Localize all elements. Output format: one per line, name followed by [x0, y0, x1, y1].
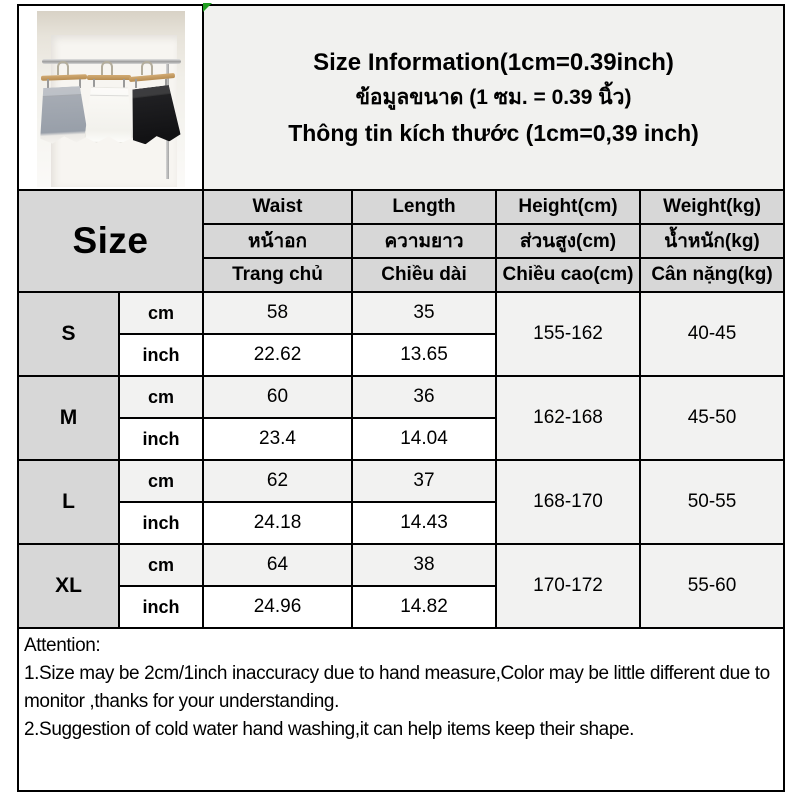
unit-cm-label: cm	[118, 375, 204, 419]
hanger-clip	[134, 78, 137, 88]
s-waist-inch-value: 22.62	[202, 333, 353, 377]
unit-inch-label: inch	[118, 585, 204, 629]
unit-inch-label: inch	[118, 333, 204, 377]
hanger-hook-icon	[140, 60, 153, 75]
waist-header-th: หน้าอก	[202, 223, 353, 259]
table-row-m-inch: inch 23.4 14.04	[18, 417, 784, 461]
xl-waist-cm-value: 64	[202, 543, 353, 587]
m-waist-inch-value: 23.4	[202, 417, 353, 461]
size-s-label: S	[17, 291, 120, 377]
size-table: Size Information(1cm=0.39inch) ข้อมูลขนา…	[16, 4, 786, 792]
weight-header-th: น้ำหนัก(kg)	[638, 223, 786, 259]
xl-waist-inch-value: 24.96	[202, 585, 353, 629]
waist-header-vi: Trang chủ	[202, 257, 353, 293]
hanger-clip	[122, 78, 125, 88]
product-photo-cell	[17, 4, 204, 191]
hanger-hook-icon	[100, 60, 113, 75]
attention-title: Attention:	[24, 635, 101, 656]
m-waist-cm-value: 60	[202, 375, 353, 419]
xl-weight-value: 55-60	[638, 543, 786, 629]
l-length-inch-value: 14.43	[351, 501, 497, 545]
l-weight-value: 50-55	[638, 459, 786, 545]
m-weight-value: 45-50	[638, 375, 786, 461]
table-row-xl: XL cm 64 38 170-172 55-60	[17, 543, 786, 629]
unit-inch-label: inch	[118, 501, 204, 545]
unit-cm-label: cm	[118, 459, 204, 503]
height-header-th: ส่วนสูง(cm)	[495, 223, 641, 259]
l-waist-inch-value: 24.18	[202, 501, 353, 545]
xl-length-cm-value: 38	[351, 543, 497, 587]
size-column-header: Size	[17, 189, 204, 293]
hanger-clip	[78, 78, 81, 88]
attention-note-2: 2.Suggestion of cold water hand washing,…	[24, 719, 635, 740]
s-length-inch-value: 13.65	[351, 333, 497, 377]
s-weight-value: 40-45	[638, 291, 786, 377]
m-height-value: 162-168	[495, 375, 641, 461]
unit-cm-label: cm	[118, 543, 204, 587]
waist-header-en: Waist	[202, 189, 353, 225]
height-header-en: Height(cm)	[495, 189, 641, 225]
clothes-rail	[41, 58, 181, 64]
table-row-s: S cm 58 35 155-162 40-45	[17, 291, 786, 377]
weight-header-vi: Cân nặng(kg)	[638, 257, 786, 293]
weight-header-en: Weight(kg)	[638, 189, 786, 225]
table-row-s-inch: inch 22.62 13.65	[18, 333, 784, 377]
l-waist-cm-value: 62	[202, 459, 353, 503]
attention-note: Attention: 1.Size may be 2cm/1inch inacc…	[16, 627, 786, 792]
l-length-cm-value: 37	[351, 459, 497, 503]
s-height-value: 155-162	[495, 291, 641, 377]
s-waist-cm-value: 58	[202, 291, 353, 335]
gray-shorts	[37, 85, 88, 143]
white-shorts	[84, 86, 133, 143]
unit-cm-label: cm	[118, 291, 204, 335]
s-length-cm-value: 35	[351, 291, 497, 335]
xl-length-inch-value: 14.82	[351, 585, 497, 629]
height-header-vi: Chiều cao(cm)	[495, 257, 641, 293]
size-m-label: M	[17, 375, 120, 461]
length-header-vi: Chiều dài	[351, 257, 497, 293]
length-header-th: ความยาว	[351, 223, 497, 259]
banner-title-vi: Thông tin kích thước (1cm=0,39 inch)	[288, 119, 699, 146]
length-header-en: Length	[351, 189, 497, 225]
wooden-hanger	[86, 74, 131, 80]
m-length-inch-value: 14.04	[351, 417, 497, 461]
hanger-clip	[92, 78, 95, 88]
product-photo	[36, 10, 185, 187]
size-info-banner: Size Information(1cm=0.39inch) ข้อมูลขนา…	[201, 4, 786, 191]
excel-error-marker-icon	[203, 3, 212, 12]
size-xl-label: XL	[17, 543, 120, 629]
banner-title-en: Size Information(1cm=0.39inch)	[313, 48, 674, 76]
hanger-hook-icon	[56, 60, 69, 75]
hanger-clip	[164, 78, 167, 88]
l-height-value: 168-170	[495, 459, 641, 545]
unit-inch-label: inch	[118, 417, 204, 461]
m-length-cm-value: 36	[351, 375, 497, 419]
banner-title-th: ข้อมูลขนาด (1 ซม. = 0.39 นิ้ว)	[355, 85, 632, 109]
table-row-l: L cm 62 37 168-170 50-55	[17, 459, 786, 545]
attention-note-1: 1.Size may be 2cm/1inch inaccuracy due t…	[24, 663, 770, 712]
hanger-clip	[46, 78, 49, 88]
table-row-m: M cm 60 36 162-168 45-50	[17, 375, 786, 461]
table-row-l-inch: inch 24.18 14.43	[18, 501, 784, 545]
table-row-xl-inch: inch 24.96 14.82	[18, 585, 784, 629]
size-l-label: L	[17, 459, 120, 545]
xl-height-value: 170-172	[495, 543, 641, 629]
